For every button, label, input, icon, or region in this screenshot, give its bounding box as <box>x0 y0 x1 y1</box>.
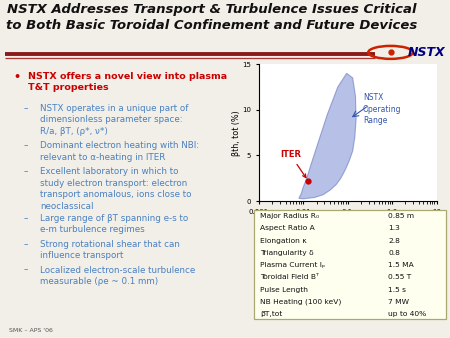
Text: 0.8: 0.8 <box>388 250 400 256</box>
Text: 1.5 MA: 1.5 MA <box>388 262 414 268</box>
Text: Localized electron-scale turbulence
measurable (ρe ~ 0.1 mm): Localized electron-scale turbulence meas… <box>40 266 195 286</box>
Text: Major Radius R₀: Major Radius R₀ <box>260 213 319 219</box>
Text: 0.85 m: 0.85 m <box>388 213 414 219</box>
Text: ITER: ITER <box>280 150 306 177</box>
Text: Toroidal Field Bᵀ: Toroidal Field Bᵀ <box>260 274 319 280</box>
Text: Aspect Ratio A: Aspect Ratio A <box>260 225 315 232</box>
Y-axis label: βth, tot (%): βth, tot (%) <box>232 110 241 155</box>
Text: Elongation κ: Elongation κ <box>260 238 307 244</box>
Text: 2.8: 2.8 <box>388 238 400 244</box>
Text: Triangularity δ: Triangularity δ <box>260 250 314 256</box>
Text: Excellent laboratory in which to
study electron transport: electron
transport an: Excellent laboratory in which to study e… <box>40 167 192 211</box>
Text: NSTX offers a novel view into plasma
T&T properties: NSTX offers a novel view into plasma T&T… <box>28 72 227 92</box>
Text: Large range of βT spanning e-s to
e-m turbulence regimes: Large range of βT spanning e-s to e-m tu… <box>40 214 188 234</box>
Text: NB Heating (100 keV): NB Heating (100 keV) <box>260 298 342 305</box>
Text: –: – <box>23 214 28 223</box>
Text: –: – <box>23 240 28 249</box>
Text: βT,tot: βT,tot <box>260 311 282 317</box>
Text: NSTX operates in a unique part of
dimensionless parameter space:
R/a, βT, (ρ*, ν: NSTX operates in a unique part of dimens… <box>40 104 189 136</box>
Text: NSTX
Operating
Range: NSTX Operating Range <box>363 93 401 125</box>
Text: Dominant electron heating with NBI:
relevant to α-heating in ITER: Dominant electron heating with NBI: rele… <box>40 141 199 162</box>
Text: 1.3: 1.3 <box>388 225 400 232</box>
Text: 0.55 T: 0.55 T <box>388 274 411 280</box>
Text: up to 40%: up to 40% <box>388 311 427 317</box>
Text: Plasma Current Iₚ: Plasma Current Iₚ <box>260 262 325 268</box>
Text: –: – <box>23 104 28 113</box>
FancyBboxPatch shape <box>254 210 446 319</box>
Text: SMK – APS '06: SMK – APS '06 <box>9 328 53 333</box>
Text: Pulse Length: Pulse Length <box>260 287 308 292</box>
Text: •: • <box>14 72 21 81</box>
Text: –: – <box>23 266 28 274</box>
X-axis label: ν*e: ν*e <box>340 216 355 225</box>
Text: 7 MW: 7 MW <box>388 299 409 305</box>
Polygon shape <box>299 73 356 199</box>
Text: 1.5 s: 1.5 s <box>388 287 406 292</box>
Text: NSTX: NSTX <box>407 46 445 59</box>
Text: NSTX Addresses Transport & Turbulence Issues Critical
to Both Basic Toroidal Con: NSTX Addresses Transport & Turbulence Is… <box>6 3 418 32</box>
Text: Strong rotational shear that can
influence transport: Strong rotational shear that can influen… <box>40 240 180 260</box>
Text: –: – <box>23 141 28 150</box>
Text: –: – <box>23 167 28 176</box>
